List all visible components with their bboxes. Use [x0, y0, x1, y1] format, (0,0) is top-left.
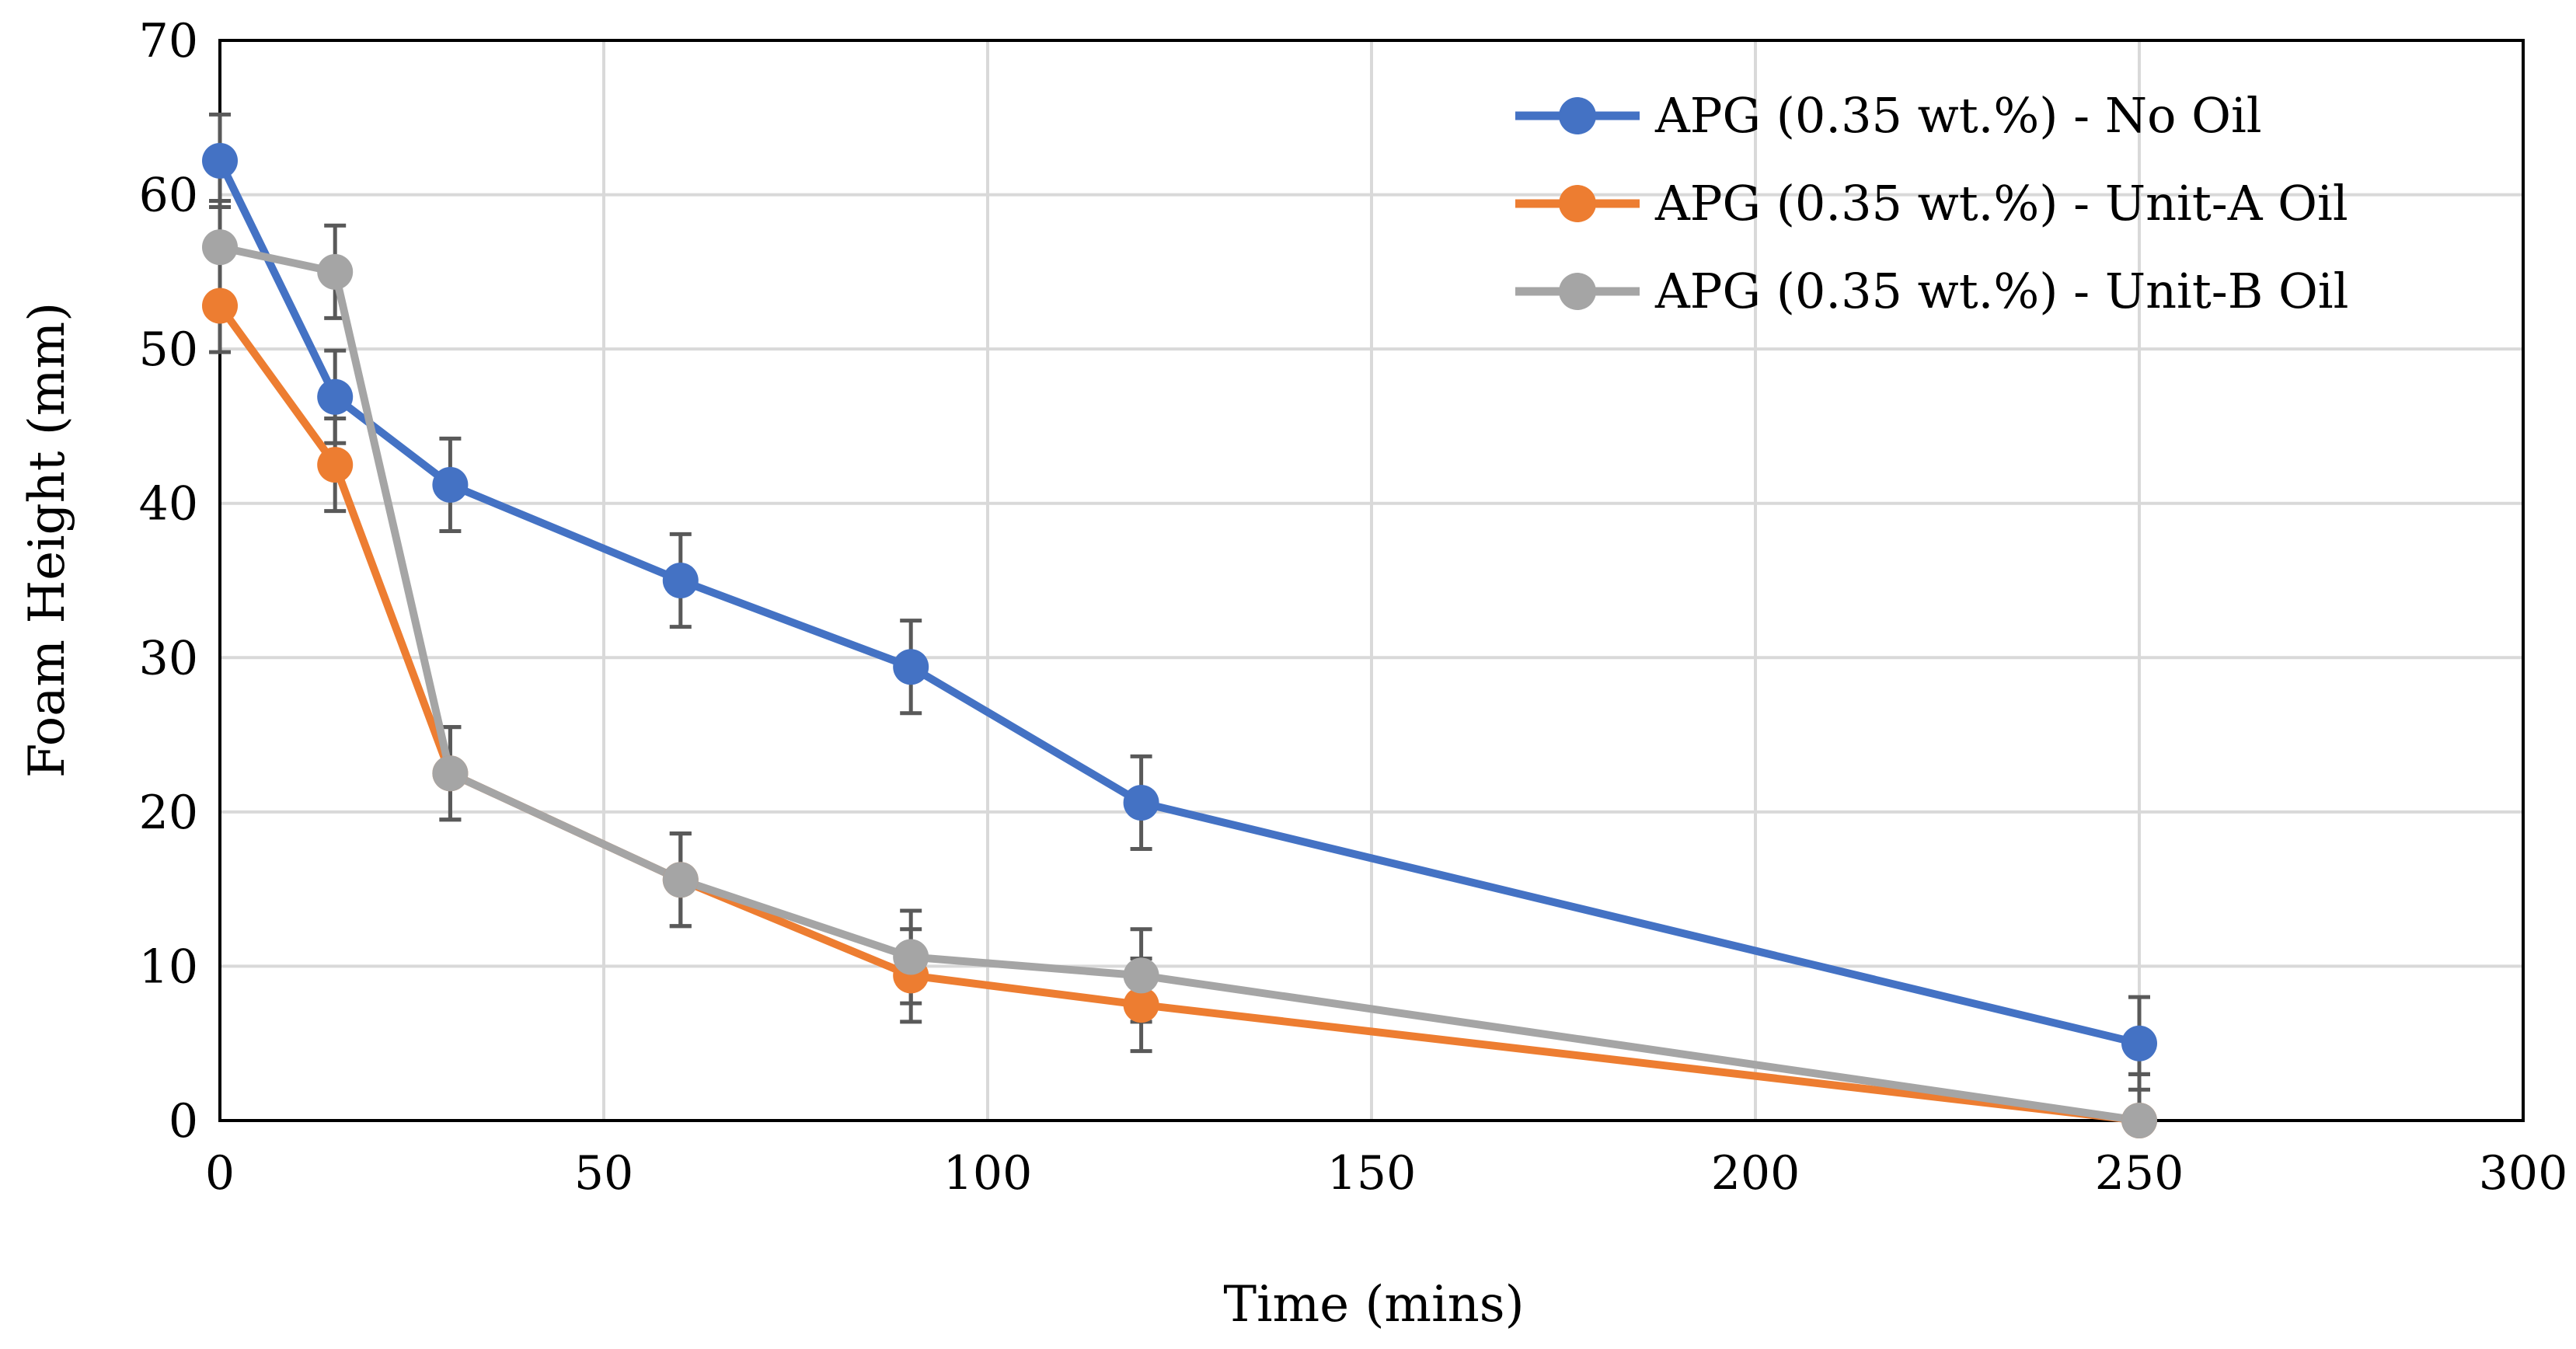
x-tick-label-200: 200: [1711, 1146, 1800, 1201]
data-point-unit-b-oil-2: [432, 755, 469, 792]
legend-swatch-marker-unit-b-oil: [1559, 273, 1596, 310]
y-tick-label-50: 50: [139, 322, 198, 377]
x-axis-title: Time (mins): [1223, 1276, 1524, 1333]
data-point-unit-a-oil-0: [202, 288, 238, 324]
x-tick-label-0: 0: [205, 1146, 235, 1201]
data-point-unit-b-oil-1: [317, 253, 354, 290]
x-tick-label-300: 300: [2479, 1146, 2568, 1201]
data-point-no-oil-5: [1123, 784, 1159, 821]
data-point-no-oil-1: [317, 378, 354, 415]
data-point-unit-b-oil-6: [2121, 1103, 2157, 1138]
x-axis-tick-labels: 0 50 100 150 200 250 300: [205, 1146, 2567, 1201]
y-tick-label-40: 40: [139, 477, 198, 532]
x-tick-label-50: 50: [574, 1146, 633, 1201]
grid: [220, 40, 2523, 1121]
data-point-unit-b-oil-5: [1123, 957, 1159, 994]
legend-swatch-marker-unit-a-oil: [1559, 185, 1596, 222]
series: [202, 112, 2157, 1138]
y-tick-label-30: 30: [139, 631, 198, 685]
data-point-no-oil-6: [2121, 1025, 2157, 1061]
legend-entry-unit-a-oil: APG (0.35 wt.%) - Unit-A Oil: [1515, 175, 2348, 232]
y-tick-label-70: 70: [139, 14, 198, 68]
plot-area-frame: [218, 39, 2525, 1122]
data-point-unit-b-oil-0: [202, 229, 238, 266]
data-point-no-oil-2: [432, 466, 469, 503]
y-tick-label-20: 20: [139, 786, 198, 840]
x-tick-label-150: 150: [1327, 1146, 1417, 1201]
data-point-no-oil-4: [893, 649, 929, 685]
legend-entry-no-oil: APG (0.35 wt.%) - No Oil: [1515, 87, 2262, 144]
y-axis-tick-labels: 0 10 20 30 40 50 60 70: [139, 14, 198, 1149]
x-tick-label-100: 100: [943, 1146, 1033, 1201]
y-axis-title: Foam Height (mm): [19, 302, 76, 778]
legend-entry-unit-b-oil: APG (0.35 wt.%) - Unit-B Oil: [1515, 263, 2348, 319]
x-tick-label-250: 250: [2095, 1146, 2184, 1201]
legend-swatch-marker-no-oil: [1559, 97, 1596, 134]
data-point-unit-b-oil-4: [893, 939, 929, 975]
data-point-unit-a-oil-1: [317, 447, 354, 483]
y-tick-label-10: 10: [139, 939, 198, 994]
data-point-no-oil-3: [662, 563, 699, 598]
legend-label-unit-b-oil: APG (0.35 wt.%) - Unit-B Oil: [1654, 263, 2348, 319]
legend: APG (0.35 wt.%) - No Oil APG (0.35 wt.%)…: [1515, 87, 2348, 319]
data-point-unit-a-oil-5: [1123, 987, 1159, 1023]
legend-label-no-oil: APG (0.35 wt.%) - No Oil: [1654, 87, 2262, 144]
y-tick-label-0: 0: [169, 1094, 198, 1149]
data-point-no-oil-0: [202, 142, 238, 179]
legend-label-unit-a-oil: APG (0.35 wt.%) - Unit-A Oil: [1654, 175, 2348, 232]
y-tick-label-60: 60: [139, 169, 198, 223]
data-point-unit-b-oil-3: [662, 862, 699, 898]
